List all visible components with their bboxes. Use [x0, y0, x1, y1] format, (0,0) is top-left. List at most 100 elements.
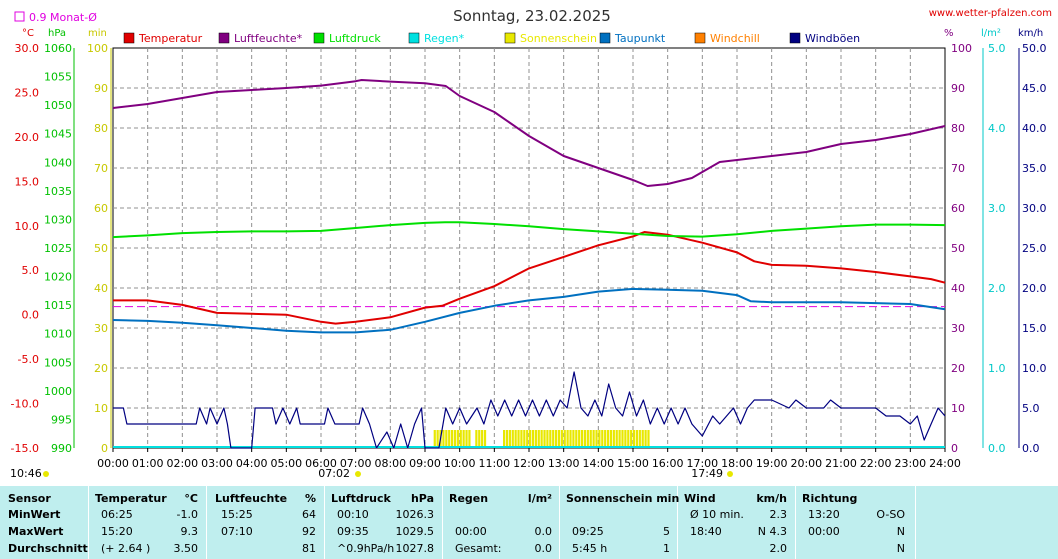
y-tick-label: 5.0: [22, 264, 40, 277]
y-tick-label: 1045: [44, 128, 72, 141]
stats-separator: [795, 486, 796, 559]
sunshine-bar: [528, 430, 532, 448]
legend-label: Luftfeuchte*: [234, 32, 303, 45]
legend-swatch: [504, 32, 516, 44]
sunset-time: 17:49: [691, 467, 723, 480]
sunrise-icon: [355, 471, 361, 477]
series-line-windböen: [113, 371, 946, 449]
monthly-avg-icon: [14, 11, 25, 22]
x-tick-label: 02:00: [166, 457, 198, 470]
sunshine-bar: [483, 430, 487, 448]
unit-minutes: min: [88, 28, 107, 39]
x-tick-label: 22:00: [860, 457, 892, 470]
y-tick-label: -10.0: [11, 398, 39, 411]
sunshine-bar: [592, 430, 595, 448]
y-tick-label: 1.0: [988, 362, 1006, 375]
y-tick-label: 35.0: [1022, 162, 1047, 175]
y-tick-label: 1060: [44, 42, 72, 55]
sunshine-bar: [572, 430, 575, 448]
stats-cell-time: 07:10: [221, 525, 253, 538]
sunshine-bar: [531, 430, 535, 448]
sunshine-bar: [534, 430, 537, 448]
stats-cell-time: 09:35: [337, 525, 369, 538]
x-tick-label: 17:00: [686, 457, 718, 470]
sunshine-bar: [526, 430, 529, 448]
stats-cell-value: 2.3: [769, 508, 788, 521]
stats-cell-value: N 4.3: [757, 525, 787, 538]
legend: Temperatur Luftfeuchte* Luftdruck Regen* Son…: [123, 32, 860, 45]
x-tick-label: 13:00: [548, 457, 580, 470]
y-tick-label: 1000: [44, 385, 72, 398]
stats-header-unit: hPa: [410, 492, 434, 505]
y-tick-label: 50: [94, 242, 108, 255]
legend-swatch: [599, 32, 611, 44]
x-axis: 00:00 01:00 02:00 03:00 04:00 05:00 06:00 07:00…: [97, 448, 961, 470]
sunshine-bar: [606, 430, 610, 448]
stats-cell-value: 3.50: [173, 542, 199, 555]
current-time: 10:46: [10, 467, 42, 480]
sunrise-time: 07:02: [318, 467, 350, 480]
x-tick-label: 00:00: [97, 457, 129, 470]
site-link[interactable]: www.wetter-pfalzen.com: [929, 8, 1052, 19]
sunshine-bar: [554, 430, 558, 448]
stats-cell-value: 0.0: [534, 525, 553, 538]
sunshine-bar: [609, 430, 613, 448]
legend-label: Regen*: [424, 32, 465, 45]
y-tick-label: 25.0: [15, 86, 40, 99]
x-tick-label: 04:00: [236, 457, 268, 470]
sunshine-bar: [583, 430, 587, 448]
series-line-luftdruck: [112, 221, 946, 239]
legend-swatch: [408, 32, 420, 44]
sunshine-bar: [586, 430, 589, 448]
stats-row-label: MaxWert: [8, 525, 64, 538]
sunshine-bar: [580, 430, 584, 448]
sunshine-bar: [456, 430, 459, 448]
sunshine-bar: [540, 430, 543, 448]
y-tick-label: 25.0: [1022, 242, 1047, 255]
sunshine-bar: [520, 430, 523, 448]
sunset-icon: [727, 471, 733, 477]
stats-cell-value: 1: [663, 542, 670, 555]
sunshine-bar: [514, 430, 517, 448]
legend-swatch: [218, 32, 230, 44]
y-axes: 30.0 25.0 20.0 15.0 10.0 5.0 0.0 -5.0 -10.0 -15.0…: [11, 42, 1047, 455]
y-tick-label: 0: [101, 442, 108, 455]
legend-label: Temperatur: [138, 32, 203, 45]
x-tick-label: 21:00: [825, 457, 857, 470]
sunshine-bar: [604, 430, 607, 448]
stats-header: Temperatur: [95, 492, 167, 505]
sunshine-bar: [635, 430, 639, 448]
sunshine-bar: [448, 430, 451, 448]
legend-label: Taupunkt: [614, 32, 666, 45]
y-tick-label: 0: [951, 442, 958, 455]
sunshine-bar: [450, 430, 454, 448]
sunshine-bar: [621, 430, 624, 448]
y-tick-label: 60: [951, 202, 965, 215]
y-tick-label: 5.0: [1022, 402, 1040, 415]
sunshine-bar: [543, 430, 546, 448]
y-tick-label: 1020: [44, 271, 72, 284]
sunshine-bar: [595, 430, 598, 448]
stats-cell-time: 06:25: [101, 508, 133, 521]
legend-swatch: [789, 32, 801, 44]
sunshine-bar: [436, 430, 439, 448]
y-tick-label: 20: [951, 362, 965, 375]
stats-header: Wind: [684, 492, 716, 505]
weather-chart: Sonntag, 23.02.2025 www.wetter-pfalzen.c…: [10, 7, 1052, 480]
y-tick-label: 70: [94, 162, 108, 175]
legend-label: Windböen: [805, 32, 860, 45]
sunshine-bar: [511, 430, 514, 448]
sunshine-bar: [517, 430, 520, 448]
sunshine-bar: [537, 430, 540, 448]
y-tick-label: 100: [951, 42, 972, 55]
stats-cell-time: 5:45 h: [572, 542, 608, 555]
monthly-avg-label: 0.9 Monat-Ø: [29, 11, 97, 24]
y-tick-label: 4.0: [988, 122, 1006, 135]
y-tick-label: 30: [94, 322, 108, 335]
y-tick-label: 0.0: [1022, 442, 1040, 455]
x-tick-label: 14:00: [582, 457, 614, 470]
sunshine-bar: [459, 430, 462, 448]
sunshine-bar: [632, 430, 636, 448]
stats-cell-value: 1026.3: [395, 508, 435, 521]
sunshine-bar: [462, 430, 465, 448]
